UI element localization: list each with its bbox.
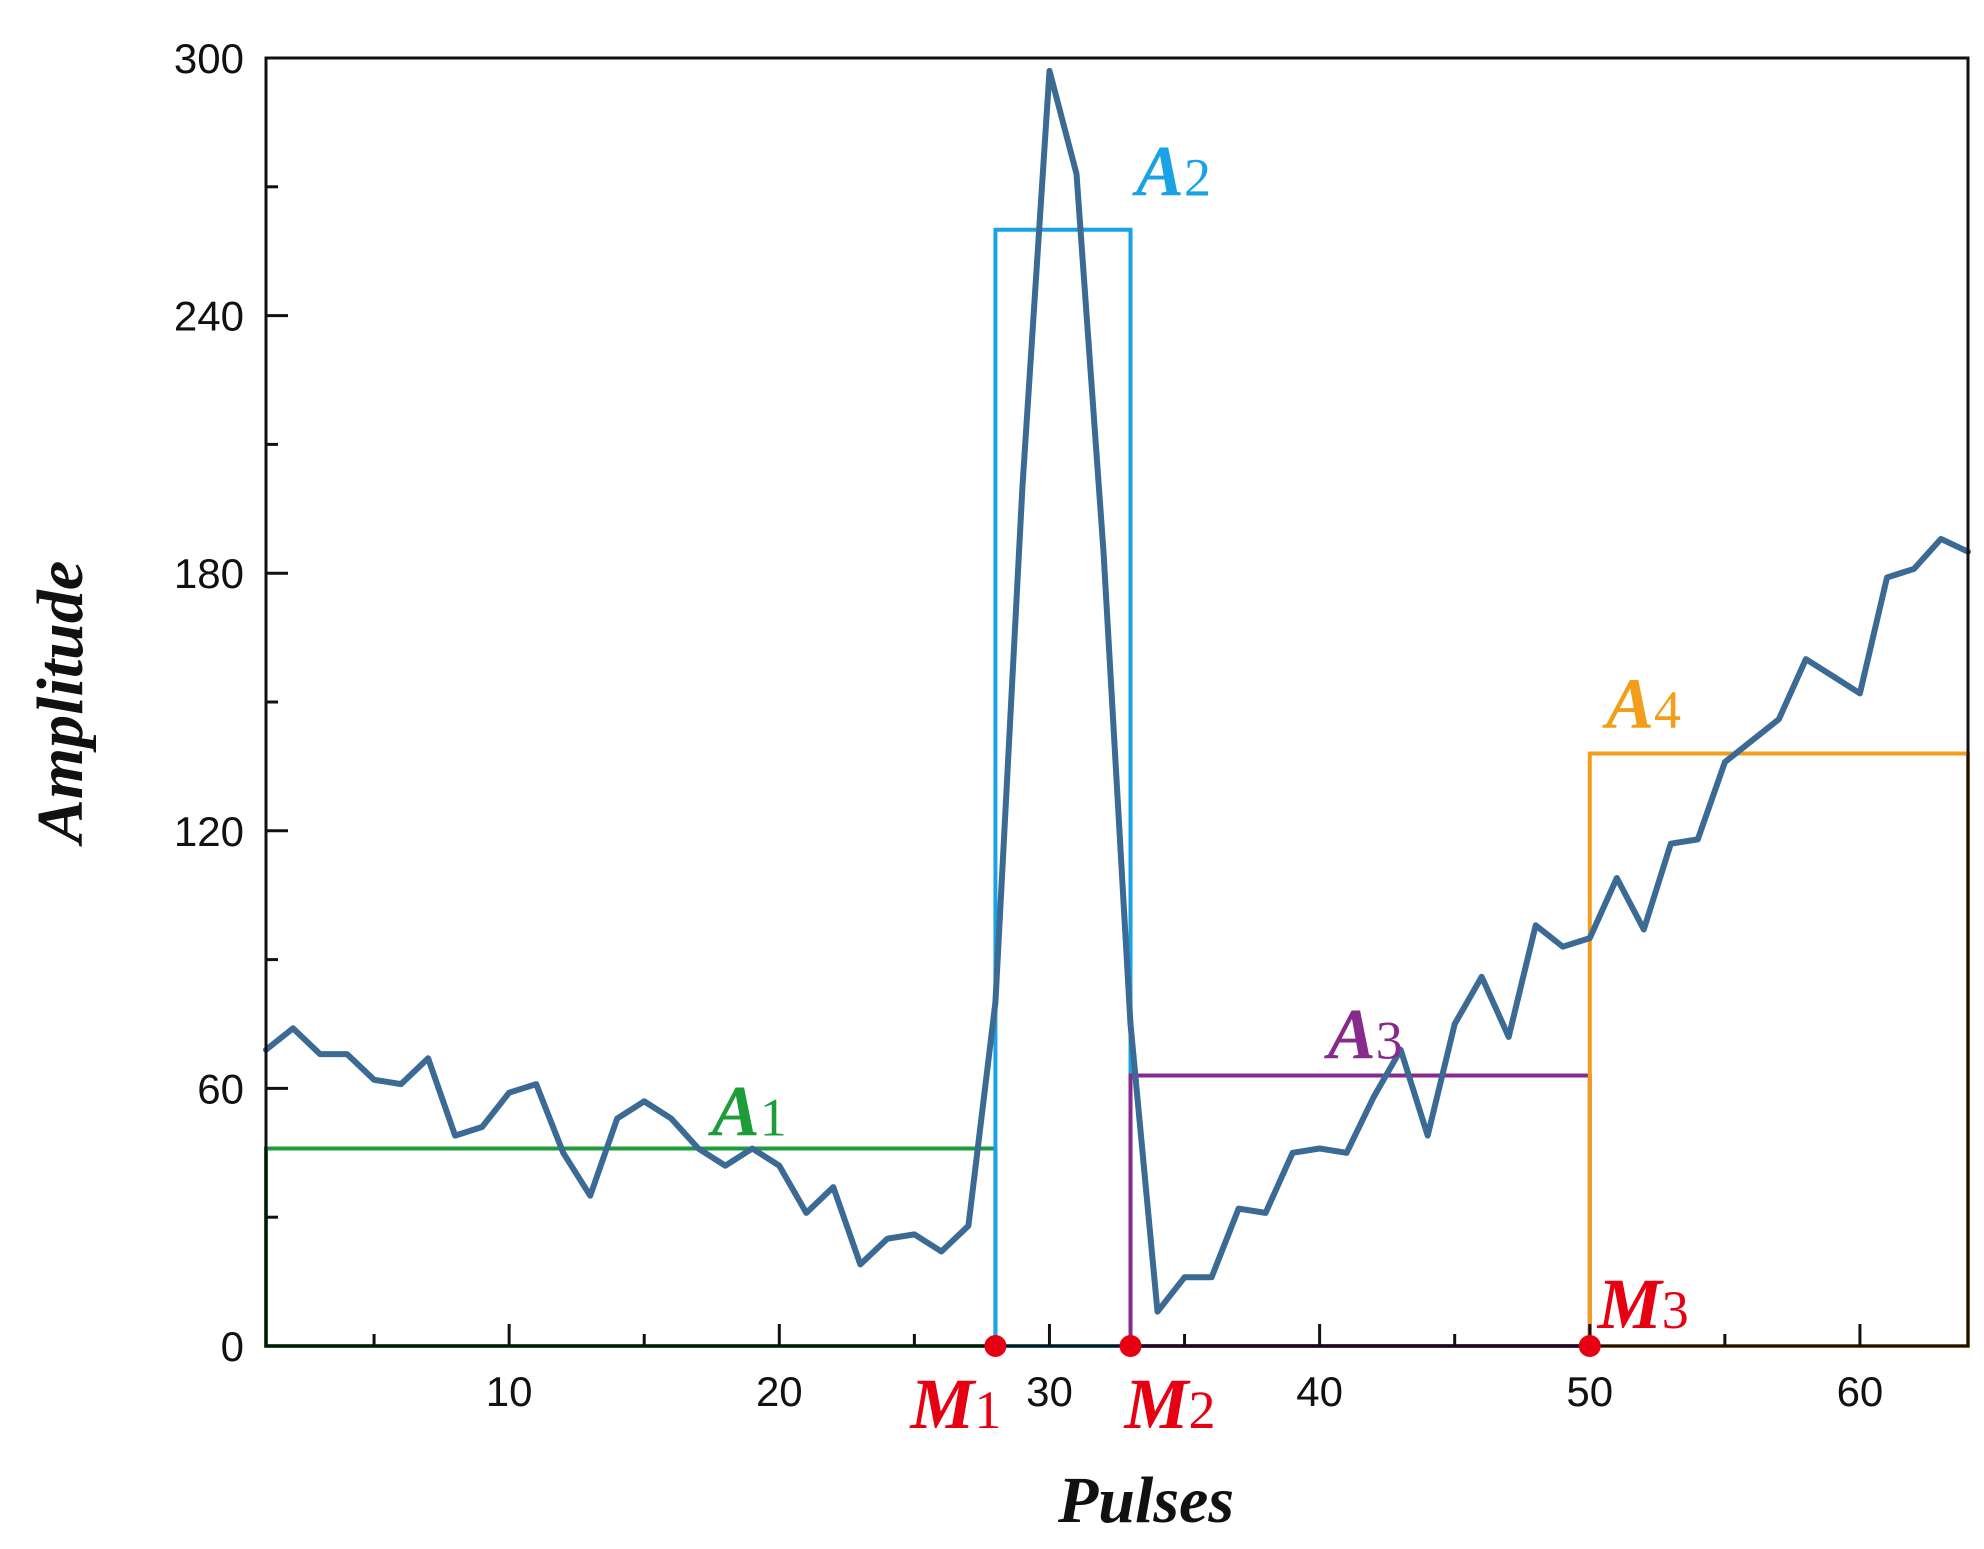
amplitude-series-line <box>263 67 1971 1315</box>
y-tick-label: 0 <box>221 1323 244 1370</box>
x-tick-label: 50 <box>1566 1368 1613 1415</box>
axes: 0 60 120 180 240 300 10 20 30 40 50 60 <box>174 35 1970 1415</box>
y-tick-label: 60 <box>197 1065 244 1112</box>
region-box-3 <box>1128 1073 1592 1349</box>
x-tick-label: 40 <box>1296 1368 1343 1415</box>
region-box-2 <box>993 227 1133 1349</box>
marker-label-2: M2 <box>1124 1364 1216 1444</box>
x-tick-label: 20 <box>756 1368 803 1415</box>
marker-label-1: M1 <box>909 1364 1001 1444</box>
marker-point-3 <box>1578 1335 1601 1357</box>
y-tick-label: 300 <box>174 35 244 82</box>
series-layer <box>263 67 1971 1315</box>
region-label-3: A3 <box>1324 994 1403 1074</box>
y-tick-label: 240 <box>174 293 244 340</box>
x-tick-label: 10 <box>486 1368 533 1415</box>
y-tick-label: 180 <box>174 550 244 597</box>
marker-point-1 <box>984 1335 1007 1357</box>
x-tick-label: 60 <box>1837 1368 1884 1415</box>
x-axis-title: Pulses <box>1057 1464 1234 1537</box>
region-box-4 <box>1587 751 1971 1348</box>
marker-label-3: M3 <box>1597 1264 1689 1344</box>
label-layer: A1 A2 A3 A4 M1 M2 M3 <box>708 131 1689 1444</box>
region-label-2: A2 <box>1132 131 1211 211</box>
y-axis-title: Amplitude <box>24 561 97 847</box>
plot-frame <box>264 56 1970 1348</box>
marker-layer <box>984 1335 1601 1357</box>
region-label-4: A4 <box>1602 664 1681 744</box>
region-label-1: A1 <box>708 1072 787 1152</box>
x-tick-label: 30 <box>1026 1368 1073 1415</box>
y-tick-label: 120 <box>174 808 244 855</box>
region-box-1 <box>264 1146 998 1349</box>
marker-point-2 <box>1119 1335 1142 1357</box>
